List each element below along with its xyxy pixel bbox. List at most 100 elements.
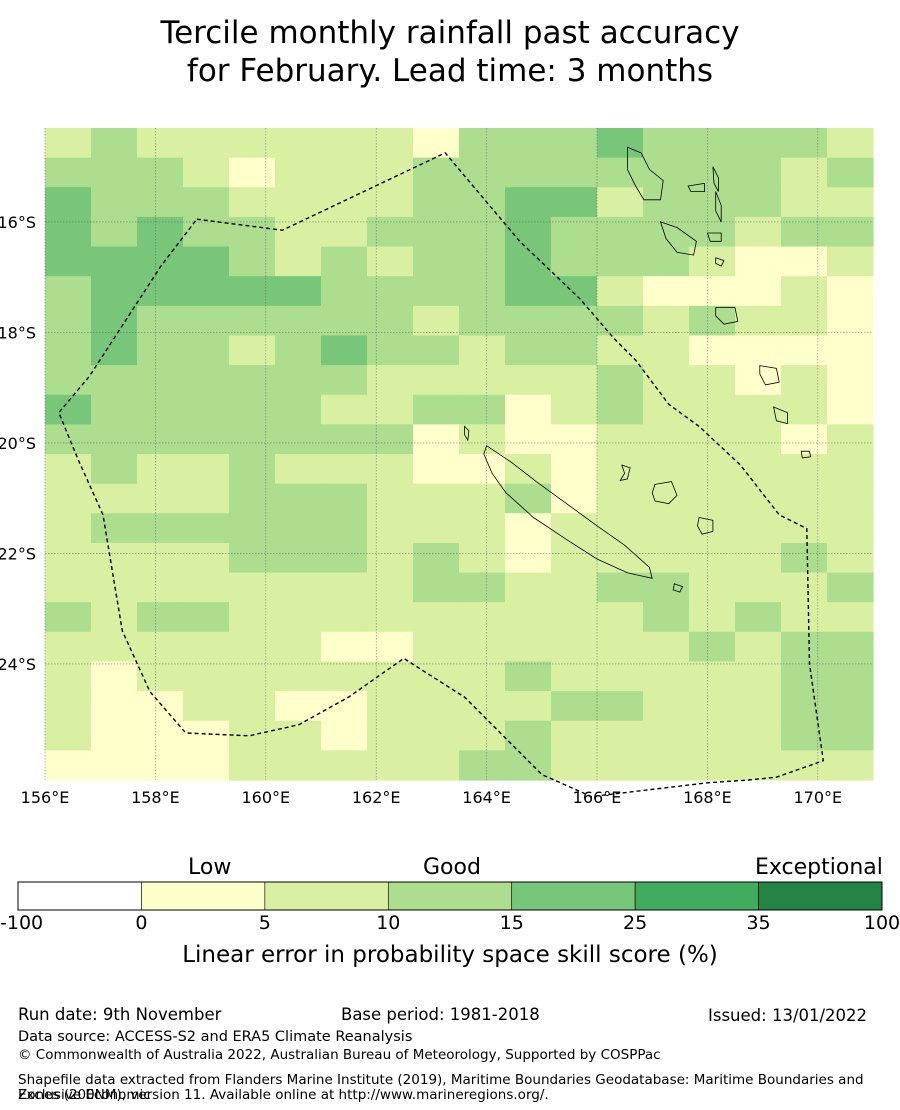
grid-cell xyxy=(597,661,644,692)
grid-cell xyxy=(597,216,644,248)
grid-cell xyxy=(689,542,736,574)
grid-cell xyxy=(45,128,92,159)
grid-cell xyxy=(689,246,736,277)
grid-cell xyxy=(781,216,828,248)
grid-cell xyxy=(367,305,414,337)
grid-cell xyxy=(551,720,598,751)
lon-label: 166°E xyxy=(573,788,622,807)
grid-cell xyxy=(45,454,92,485)
grid-cell xyxy=(643,276,690,307)
colorbar-segment xyxy=(141,881,266,911)
grid-cell xyxy=(229,720,276,751)
grid-cell xyxy=(643,128,690,159)
grid-cell xyxy=(781,335,828,366)
grid-cell xyxy=(827,246,874,277)
grid-cell xyxy=(137,513,184,544)
grid-cell xyxy=(413,513,460,544)
grid-cell xyxy=(689,365,736,396)
colorbar-title: Linear error in probability space skill … xyxy=(182,942,718,968)
grid-cell xyxy=(367,216,414,248)
grid-cell xyxy=(505,394,552,425)
grid-cell xyxy=(781,542,828,574)
grid-cell xyxy=(229,246,276,277)
grid-cell xyxy=(643,542,690,574)
colorbar xyxy=(17,881,883,911)
grid-cell xyxy=(91,335,138,366)
grid-cell xyxy=(551,394,598,425)
grid-cell xyxy=(275,602,322,633)
grid-cell xyxy=(643,424,690,455)
grid-cell xyxy=(459,128,506,159)
grid-cell xyxy=(91,513,138,544)
island-ile-des-pins xyxy=(672,583,684,593)
grid-cell xyxy=(137,454,184,485)
grid-cell xyxy=(137,483,184,514)
island-ambrym xyxy=(706,232,722,242)
grid-cell xyxy=(229,483,276,514)
grid-cell xyxy=(459,661,506,692)
grid-cell xyxy=(137,335,184,366)
grid-cell xyxy=(643,365,690,396)
colorbar-segment xyxy=(511,881,636,911)
grid-cell xyxy=(827,454,874,485)
grid-cell xyxy=(827,216,874,248)
grid-cell xyxy=(367,365,414,396)
grid-cell xyxy=(597,691,644,722)
grid-cell xyxy=(505,305,552,337)
grid-cell xyxy=(643,394,690,425)
grid-cell xyxy=(551,335,598,366)
island-efate xyxy=(715,307,739,325)
colorbar-tick-label: -100 xyxy=(0,912,44,934)
grid-cell xyxy=(551,750,598,781)
grid-cell xyxy=(827,661,874,692)
grid-cell xyxy=(597,602,644,633)
grid-cell xyxy=(275,513,322,544)
grid-cell xyxy=(827,187,874,218)
grid-cell xyxy=(137,128,184,159)
grid-cell xyxy=(137,542,184,574)
grid-cell xyxy=(505,335,552,366)
grid-cell xyxy=(367,187,414,218)
grid-cell xyxy=(505,602,552,633)
grid-cell xyxy=(367,128,414,159)
grid-cell xyxy=(643,661,690,692)
grid-cell xyxy=(459,216,506,248)
grid-cell xyxy=(229,365,276,396)
grid-cell xyxy=(551,424,598,455)
grid-cell xyxy=(367,631,414,663)
grid-cell xyxy=(229,513,276,544)
grid-cell xyxy=(597,187,644,218)
grid-cell xyxy=(735,513,782,544)
grid-cell xyxy=(597,750,644,781)
grid-cell xyxy=(183,276,230,307)
grid-cell xyxy=(137,365,184,396)
grid-cell xyxy=(183,572,230,603)
grid-cell xyxy=(781,454,828,485)
lat-label: 16°S xyxy=(0,213,36,232)
grid-cell xyxy=(91,454,138,485)
grid-cell xyxy=(827,720,874,751)
grid-cell xyxy=(551,572,598,603)
run-date: Run date: 9th November xyxy=(18,1005,222,1024)
grid-cell xyxy=(597,394,644,425)
grid-cell xyxy=(413,187,460,218)
grid-cell xyxy=(597,631,644,663)
grid-cell xyxy=(459,187,506,218)
grid-cell xyxy=(275,394,322,425)
grid-cell xyxy=(827,305,874,337)
island-malekula xyxy=(659,221,697,256)
grid-cell xyxy=(643,335,690,366)
grid-cell xyxy=(367,572,414,603)
grid-cell xyxy=(459,602,506,633)
grid-cell xyxy=(689,128,736,159)
grid-cell xyxy=(229,424,276,455)
grid-cell xyxy=(413,335,460,366)
grid-cell xyxy=(413,691,460,722)
grid-cell xyxy=(551,305,598,337)
grid-cell xyxy=(781,691,828,722)
grid-cell xyxy=(505,691,552,722)
grid-cell xyxy=(91,276,138,307)
grid-cell xyxy=(321,572,368,603)
grid-cell xyxy=(643,720,690,751)
grid-cell xyxy=(275,128,322,159)
